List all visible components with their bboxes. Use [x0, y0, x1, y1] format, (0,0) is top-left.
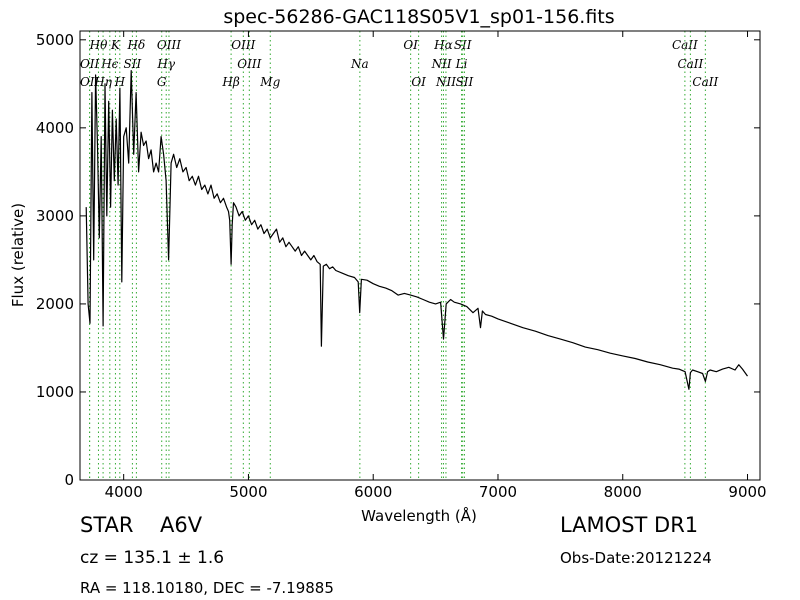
x-axis-label: Wavelength (Å)	[361, 506, 477, 525]
y-tick-label: 4000	[36, 119, 74, 137]
x-tick-label: 9000	[728, 483, 766, 501]
survey-name: LAMOST DR1	[560, 513, 699, 537]
line-label: CaII	[672, 38, 698, 52]
line-label: CaII	[692, 75, 718, 89]
line-label: Hα	[433, 38, 453, 52]
x-tick-label: 6000	[354, 483, 392, 501]
y-axis-label: Flux (relative)	[9, 203, 27, 307]
y-axis: 0 1000 2000 3000 4000 5000	[36, 31, 760, 489]
object-type: STAR	[80, 513, 134, 537]
spectrum-line	[85, 69, 748, 390]
line-label: Hη	[93, 75, 112, 89]
line-label: OII	[80, 75, 100, 89]
line-label: OI	[403, 38, 418, 52]
x-axis: 4000 5000 6000 7000 8000 9000	[105, 31, 767, 501]
line-label: Li	[455, 57, 468, 71]
y-tick-label: 0	[64, 471, 74, 489]
line-label: Hϵ	[100, 57, 118, 71]
line-label: Hδ	[127, 38, 146, 52]
line-label: NII	[431, 57, 452, 71]
line-label: OIII	[157, 38, 181, 52]
x-tick-label: 4000	[105, 483, 143, 501]
y-tick-label: 1000	[36, 383, 74, 401]
line-label: Mg	[259, 75, 280, 89]
line-label: OIII	[231, 38, 255, 52]
line-label: SII	[124, 57, 142, 71]
object-class: A6V	[160, 513, 203, 537]
line-label: Hγ	[156, 57, 175, 71]
x-tick-label: 7000	[479, 483, 517, 501]
y-tick-label: 5000	[36, 31, 74, 49]
ra-dec: RA = 118.10180, DEC = -7.19885	[80, 579, 334, 597]
spectrum	[85, 69, 748, 390]
x-tick-label: 5000	[229, 483, 267, 501]
redshift-cz: cz = 135.1 ± 1.6	[80, 548, 225, 568]
obs-date: Obs-Date:20121224	[560, 549, 712, 567]
y-tick-label: 2000	[36, 295, 74, 313]
line-label: Hθ	[89, 38, 108, 52]
line-label: K	[110, 38, 121, 52]
line-label: SII	[456, 75, 474, 89]
line-label: SII	[454, 38, 472, 52]
line-label: NII	[435, 75, 456, 89]
line-label: H	[114, 75, 126, 89]
y-tick-label: 3000	[36, 207, 74, 225]
plot-frame	[79, 30, 761, 481]
line-label: G	[157, 75, 167, 89]
line-label: Na	[350, 57, 369, 71]
line-label: CaII	[677, 57, 703, 71]
chart-title: spec-56286-GAC118S05V1_sp01-156.fits	[223, 6, 614, 28]
line-label: OIII	[237, 57, 261, 71]
x-tick-label: 8000	[604, 483, 642, 501]
line-label: OI	[411, 75, 426, 89]
line-label: Hβ	[221, 75, 239, 89]
